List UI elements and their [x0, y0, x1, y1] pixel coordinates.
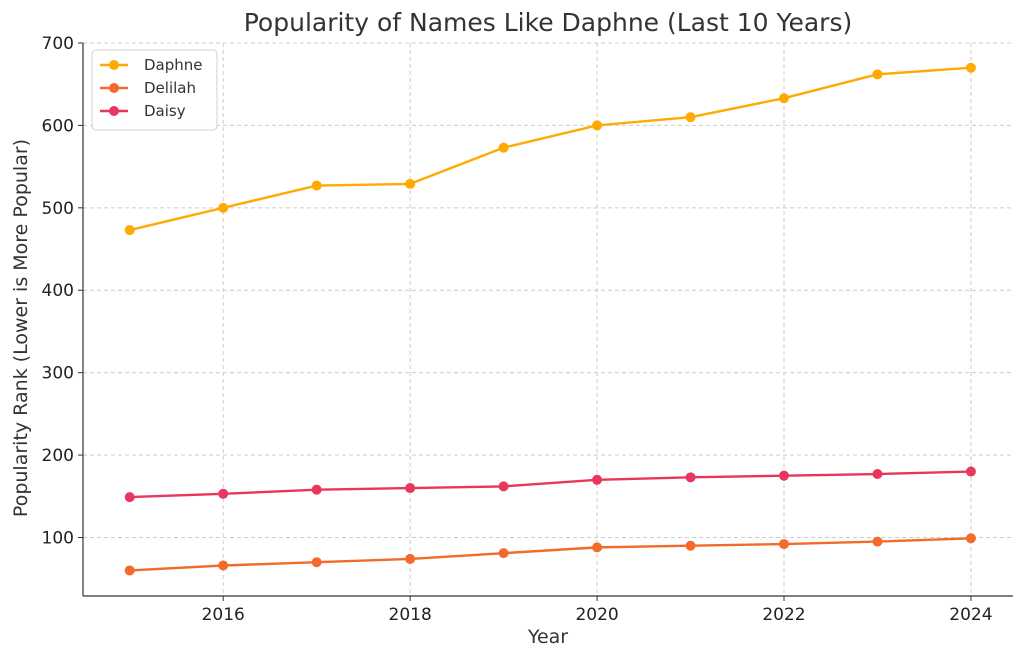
legend-marker-daisy	[109, 106, 119, 116]
data-point-delilah	[405, 553, 416, 564]
legend-marker-delilah	[109, 83, 119, 93]
data-point-daisy	[685, 472, 696, 483]
data-point-daphne	[405, 178, 416, 189]
x-tick-label: 2020	[575, 605, 618, 625]
legend: Daphne Delilah Daisy	[91, 49, 218, 131]
series-line-delilah	[129, 537, 971, 572]
data-point-daphne	[592, 120, 603, 131]
y-tick-label: 500	[42, 199, 74, 219]
series-line-daisy	[129, 470, 971, 499]
data-point-delilah	[685, 540, 696, 551]
data-point-daphne	[124, 225, 135, 236]
data-point-delilah	[498, 548, 509, 559]
y-tick-label: 700	[42, 34, 74, 54]
data-point-daisy	[405, 483, 416, 494]
y-tick-label: 300	[42, 364, 74, 384]
x-axis-label: Year	[527, 626, 568, 648]
data-point-delilah	[124, 565, 135, 576]
y-tick-label: 200	[42, 446, 74, 466]
data-point-daisy	[779, 470, 790, 481]
data-point-daphne	[685, 112, 696, 123]
data-point-daisy	[218, 488, 229, 499]
data-point-daisy	[592, 474, 603, 485]
axes: 2016 2018 2020 2022 2024 100 200 300 400 500 600 70…	[42, 34, 1013, 625]
legend-label-daphne: Daphne	[144, 56, 203, 74]
data-point-daisy	[965, 466, 976, 477]
data-point-delilah	[218, 560, 229, 571]
data-point-daisy	[498, 481, 509, 492]
data-point-daisy	[872, 469, 883, 480]
data-point-daphne	[311, 180, 322, 191]
x-tick-label: 2024	[949, 605, 992, 625]
series-group	[124, 62, 976, 576]
data-point-daisy	[124, 492, 135, 503]
y-tick-label: 400	[42, 281, 74, 301]
grid	[83, 42, 1013, 596]
x-tick-label: 2022	[762, 605, 805, 625]
data-point-delilah	[965, 533, 976, 544]
legend-marker-daphne	[109, 60, 119, 70]
data-point-daphne	[872, 69, 883, 80]
legend-label-daisy: Daisy	[144, 102, 186, 120]
y-axis-label: Popularity Rank (Lower is More Popular)	[10, 139, 32, 517]
legend-label-delilah: Delilah	[144, 79, 196, 97]
y-tick-label: 100	[42, 528, 74, 548]
x-tick-label: 2016	[202, 605, 245, 625]
y-tick-label: 600	[42, 116, 74, 136]
series-line-daphne	[129, 66, 972, 232]
x-tick-label: 2018	[389, 605, 432, 625]
data-point-delilah	[592, 542, 603, 553]
data-point-daphne	[498, 142, 509, 153]
data-point-delilah	[311, 557, 322, 568]
data-point-daphne	[779, 93, 790, 104]
data-point-daphne	[965, 62, 976, 73]
data-point-delilah	[872, 536, 883, 547]
chart-title: Popularity of Names Like Daphne (Last 10…	[244, 8, 852, 37]
data-point-daphne	[218, 202, 229, 213]
data-point-daisy	[311, 484, 322, 495]
data-point-delilah	[779, 539, 790, 550]
